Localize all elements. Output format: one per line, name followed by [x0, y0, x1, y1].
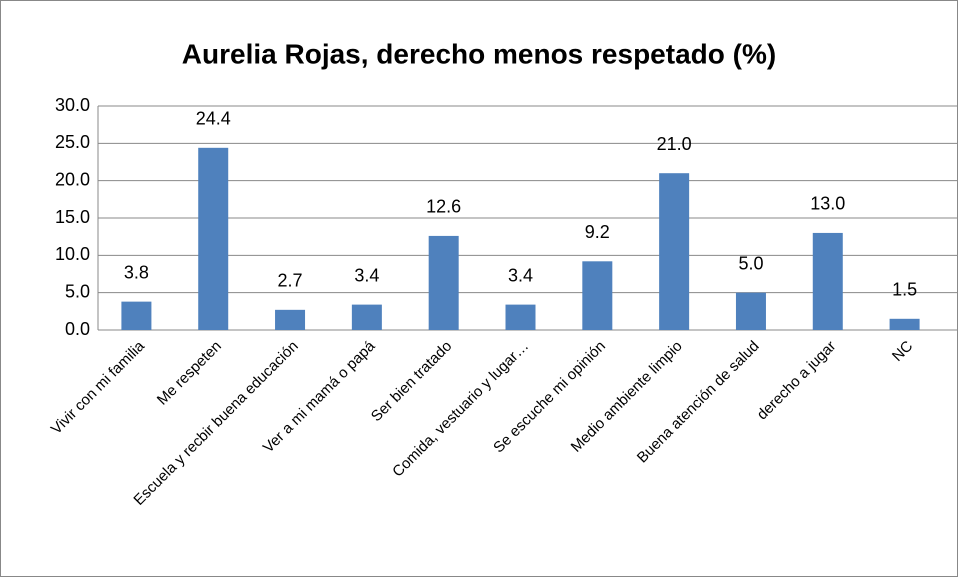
y-tick-label: 15.0	[55, 207, 90, 227]
data-label: 9.2	[585, 222, 610, 242]
data-label: 24.4	[196, 109, 231, 129]
bar	[812, 232, 843, 330]
data-label: 5.0	[738, 253, 763, 273]
bar	[659, 173, 690, 330]
bar	[198, 147, 229, 330]
data-label: 3.4	[354, 265, 379, 285]
y-tick-label: 25.0	[55, 132, 90, 152]
data-label: 2.7	[278, 271, 303, 291]
bar	[889, 318, 920, 330]
bar	[505, 304, 536, 330]
bar	[735, 292, 766, 330]
y-tick-label: 5.0	[65, 281, 90, 301]
data-label: 1.5	[892, 280, 917, 300]
bar	[582, 261, 613, 330]
bar	[428, 235, 459, 330]
data-label: 3.4	[508, 265, 533, 285]
chart-title: Aurelia Rojas, derecho menos respetado (…	[182, 38, 776, 69]
bar	[275, 309, 306, 330]
bar	[351, 304, 382, 330]
y-tick-label: 10.0	[55, 244, 90, 264]
data-label: 12.6	[426, 197, 461, 217]
y-tick-label: 30.0	[55, 95, 90, 115]
bar	[121, 301, 152, 330]
data-label: 21.0	[657, 134, 692, 154]
data-label: 13.0	[810, 194, 845, 214]
y-tick-label: 20.0	[55, 169, 90, 189]
y-tick-label: 0.0	[65, 319, 90, 339]
data-label: 3.8	[124, 262, 149, 282]
